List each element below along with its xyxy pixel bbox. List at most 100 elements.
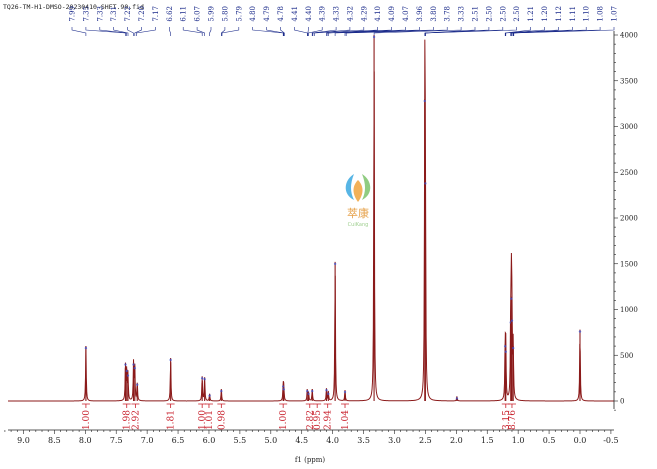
peak-top-marker-8 (200, 377, 204, 380)
watermark-leaf-green (362, 174, 371, 200)
watermark-logo: 萃康 CuiKang (345, 174, 371, 228)
peak-top-marker-30 (512, 346, 515, 350)
peak-label-connector-20 (312, 27, 351, 36)
peak-label-11: 5.80 (221, 6, 229, 22)
spectrum-line (8, 39, 614, 402)
peak-label-32: 2.50 (513, 6, 521, 22)
integral-label-7: 1.00 (279, 410, 289, 430)
peak-label-38: 1.08 (597, 6, 605, 22)
peak-top-marker-12 (281, 385, 285, 388)
peak-label-connector-6 (136, 27, 156, 36)
peak-label-connector-34 (505, 27, 545, 36)
watermark-subtext: CuiKang (348, 222, 369, 228)
peak-label-connector-32 (425, 27, 517, 36)
x-tick-label-2: 8.0 (79, 436, 92, 445)
peak-label-12: 5.79 (235, 6, 243, 22)
peak-label-connector-10 (209, 27, 212, 36)
integral-bracket-11 (341, 403, 350, 408)
x-tick-label-6: 6.0 (203, 436, 216, 445)
peak-label-connector-21 (314, 27, 365, 36)
peak-top-marker-19 (333, 262, 337, 266)
peak-label-13: 4.80 (249, 6, 257, 22)
peak-top-marker-13 (282, 388, 285, 391)
x-tick-label-12: 3.0 (388, 436, 401, 445)
peak-label-24: 4.07 (402, 6, 410, 22)
peak-label-connector-24 (328, 27, 406, 36)
x-tick-label-18: 0.0 (574, 436, 587, 445)
y-tick-label-6: 3000 (620, 123, 638, 131)
integral-label-9: 0.95 (313, 410, 323, 430)
peak-top-marker-18 (327, 392, 330, 396)
peak-label-connector-27 (345, 27, 448, 36)
integral-bracket-1 (122, 403, 131, 408)
integral-label-13: 8.76 (508, 410, 518, 430)
peak-label-connector-8 (182, 27, 203, 36)
peak-label-connector-15 (280, 27, 285, 36)
peak-top-marker-14 (306, 389, 309, 393)
integral-bracket-3 (166, 403, 175, 408)
peak-label-35: 1.12 (555, 6, 563, 22)
integral-bracket-13 (507, 403, 516, 408)
peak-label-connector-39 (513, 27, 615, 36)
x-tick-label-16: 1.0 (512, 436, 525, 445)
peak-label-connector-29 (424, 27, 476, 36)
peak-label-connector-5 (134, 27, 142, 36)
y-tick-label-4: 2000 (620, 215, 638, 223)
watermark-leaf-orange (353, 180, 363, 202)
peak-label-connector-3 (113, 27, 129, 36)
peak-label-5: 7.20 (138, 6, 146, 22)
y-tick-label-3: 1500 (620, 260, 638, 268)
x-tick-label-9: 4.5 (295, 436, 308, 445)
x-axis: 9.0 8.5 8.0 7.5 7.0 6.5 6.0 5.5 5.0 4.5 4.0 3.5 3.0 2… (4, 429, 619, 445)
peak-label-connector-25 (334, 27, 420, 36)
y-axis: 0 500 1000 1500 2000 2500 3000 3500 4000 (613, 31, 638, 411)
peak-label-23: 4.09 (388, 6, 396, 22)
peak-top-marker-22 (423, 99, 426, 103)
peak-label-18: 4.39 (319, 6, 327, 22)
peak-top-marker-28 (510, 297, 513, 300)
peak-label-connector-35 (510, 27, 559, 36)
peak-top-marker-31 (578, 330, 582, 333)
integral-label-12: 3.15 (502, 410, 512, 430)
y-tick-label-0: 0 (620, 398, 624, 406)
peak-label-connector-19 (311, 27, 337, 36)
integral-label-8: 2.82 (306, 410, 316, 430)
experiment-title: TQ26-TM-H1-DMSO-20230410-SHFT.90.fid (3, 3, 144, 11)
integral-label-3: 1.81 (167, 410, 177, 430)
x-tick-label-7: 5.5 (234, 436, 247, 445)
peak-top-marker-23 (424, 182, 427, 185)
peak-label-19: 4.33 (333, 6, 341, 22)
peak-label-30: 2.50 (485, 6, 493, 22)
peak-label-25: 3.96 (416, 5, 424, 21)
peak-label-21: 4.29 (360, 6, 368, 22)
peak-label-connector-18 (308, 27, 323, 36)
x-axis-label: f1 (ppm) (295, 456, 326, 464)
peak-top-marker-3 (126, 374, 130, 377)
peak-label-connector-9 (196, 27, 205, 36)
integral-bracket-10 (323, 403, 332, 408)
peak-label-2: 7.33 (96, 6, 104, 22)
y-tick-label-2: 1000 (620, 306, 638, 314)
peak-label-connector-13 (252, 27, 284, 36)
peak-label-37: 1.10 (583, 6, 591, 22)
peak-label-33: 1.21 (527, 6, 535, 22)
spectrum (8, 35, 614, 402)
peak-top-marker-0 (84, 346, 88, 350)
integral-group: 1.00 1.982.92 1.81 1.001.01 0.98 1.00 2.820.95… (82, 403, 518, 430)
peak-label-16: 4.41 (291, 6, 299, 22)
peak-top-marker-16 (311, 389, 314, 393)
y-tick-label-8: 4000 (620, 32, 638, 40)
peak-top-marker-15 (307, 392, 310, 396)
peak-label-connector-4 (127, 27, 134, 36)
peak-label-connector-33 (504, 27, 531, 36)
integral-bracket-5 (204, 403, 213, 408)
peak-label-group: 7.99 7.35 7.33 7.31 7.22 7.20 7.17 6.62 6.11 6.07… (69, 5, 619, 36)
peak-top-marker-20 (343, 390, 347, 394)
y-tick-label-5: 2500 (620, 169, 638, 177)
peak-label-31: 2.50 (499, 6, 507, 22)
peak-label-17: 4.40 (305, 6, 313, 22)
integral-label-1: 1.98 (123, 410, 133, 430)
peak-top-marker-9 (203, 378, 206, 381)
peak-label-connector-7 (169, 27, 171, 36)
